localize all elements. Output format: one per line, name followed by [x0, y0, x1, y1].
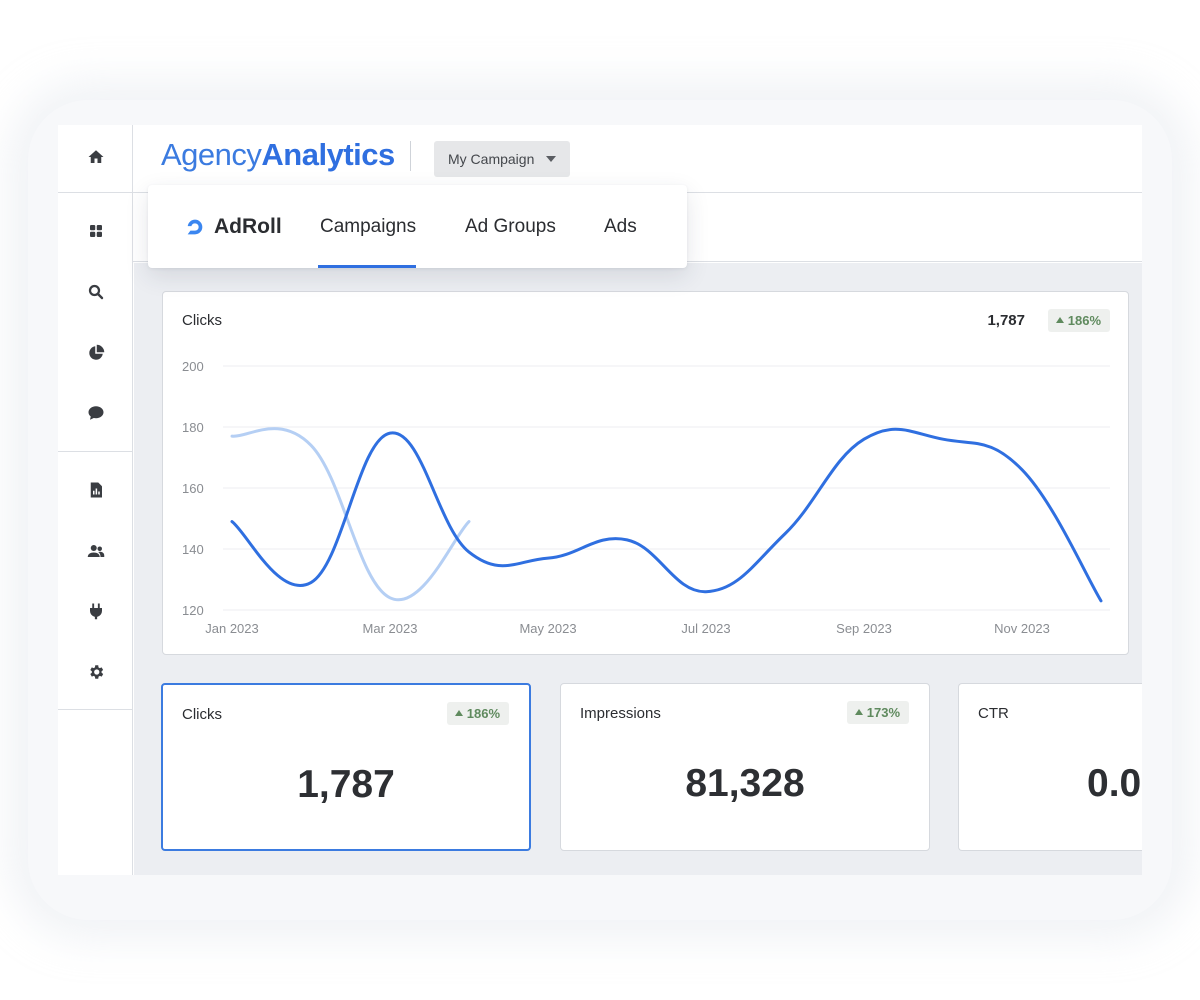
campaign-select[interactable]: My Campaign [434, 141, 570, 177]
change-value: 186% [466, 706, 500, 721]
tab-ads[interactable]: Ads [604, 185, 637, 268]
kpi-change-badge: 186% [446, 702, 509, 725]
y-tick-label: 180 [182, 420, 204, 435]
y-tick-label: 140 [182, 542, 204, 557]
adroll-brand: AdRoll [184, 185, 282, 268]
kpi-label: Impressions [580, 705, 661, 722]
x-tick-label: Nov 2023 [994, 621, 1050, 636]
kpi-change-badge: 173% [846, 701, 909, 724]
report-icon[interactable] [58, 470, 133, 510]
y-tick-label: 160 [182, 481, 204, 496]
x-tick-label: Mar 2023 [363, 621, 418, 636]
y-tick-label: 200 [182, 359, 204, 374]
kpi-value: 0.0 [1087, 762, 1142, 805]
pie-chart-icon[interactable] [58, 333, 133, 373]
tab-label: Ads [604, 215, 637, 237]
adroll-logo-icon [187, 219, 203, 234]
tab-campaigns[interactable]: Campaigns [317, 185, 417, 268]
kpi-card-ctr[interactable]: CTR 0.0 [958, 683, 1142, 851]
chat-icon[interactable] [58, 393, 133, 433]
sidebar-divider [58, 451, 133, 452]
logo-text-analytics: Analytics [261, 137, 395, 172]
chart-title: Clicks [182, 312, 222, 329]
kpi-label: CTR [978, 705, 1009, 722]
search-icon[interactable] [58, 272, 133, 312]
kpi-card-impressions[interactable]: Impressions 173% 81,328 [560, 683, 930, 851]
x-tick-label: Jul 2023 [681, 621, 730, 636]
y-tick-label: 120 [182, 603, 204, 618]
change-value: 186% [1067, 313, 1101, 328]
integration-nav: AdRoll Campaigns Ad Groups Ads [148, 185, 687, 268]
gear-icon[interactable] [58, 652, 133, 692]
kpi-card-clicks[interactable]: Clicks 186% 1,787 [161, 683, 531, 851]
sidebar-divider [58, 192, 133, 193]
logo-divider [410, 141, 411, 171]
x-tick-label: May 2023 [519, 621, 576, 636]
tab-ad-groups[interactable]: Ad Groups [465, 185, 556, 268]
kpi-value: 81,328 [685, 762, 805, 805]
tab-label: Campaigns [320, 215, 417, 237]
logo-text-agency: Agency [161, 137, 262, 172]
tab-label: Ad Groups [465, 215, 556, 237]
adroll-brand-name: AdRoll [214, 214, 282, 238]
plug-icon[interactable] [58, 591, 133, 631]
chart-total: 1,787 [987, 312, 1025, 329]
comparison-series-line [230, 427, 471, 602]
campaign-select-value: My Campaign [448, 151, 535, 167]
x-tick-label: Jan 2023 [205, 621, 259, 636]
sidebar-divider [58, 709, 133, 710]
change-value: 173% [866, 705, 900, 720]
top-bar: AgencyAnalytics My Campaign [133, 125, 1142, 193]
clicks-chart-card: 200 180 160 140 120 Jan 2023 Mar 2023 May 2023 J… [162, 291, 1129, 655]
agency-analytics-logo[interactable]: AgencyAnalytics [161, 137, 395, 173]
sidebar [58, 125, 133, 875]
chart-change-badge: 186% [1047, 309, 1110, 332]
clicks-series-line [230, 427, 1103, 603]
kpi-value: 1,787 [297, 763, 395, 806]
kpi-label: Clicks [182, 706, 222, 723]
users-icon[interactable] [58, 531, 133, 571]
caret-down-icon [546, 156, 556, 162]
home-icon[interactable] [58, 137, 133, 177]
x-tick-label: Sep 2023 [836, 621, 892, 636]
dashboard-icon[interactable] [58, 211, 133, 251]
